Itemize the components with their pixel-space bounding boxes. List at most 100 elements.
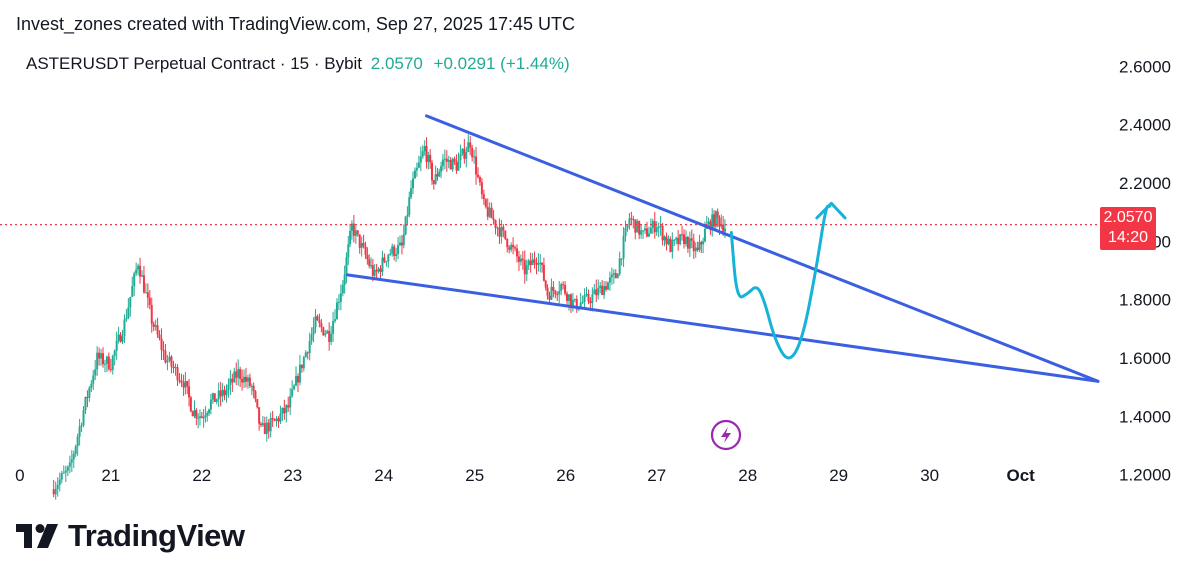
candle <box>591 287 594 312</box>
candle <box>324 329 327 338</box>
candle <box>498 218 501 244</box>
candle <box>113 349 116 366</box>
candle <box>445 150 448 172</box>
candle <box>339 284 342 311</box>
candle <box>191 410 194 417</box>
candle <box>552 281 555 298</box>
candle <box>539 253 542 273</box>
candle <box>404 216 407 236</box>
candle <box>696 241 699 252</box>
candle <box>457 152 460 171</box>
candle <box>527 258 530 271</box>
price-chart[interactable]: 2.60002.40002.20002.00001.80001.60001.40… <box>0 0 1200 500</box>
candle <box>241 369 244 391</box>
candle <box>484 198 487 209</box>
candle <box>209 393 212 415</box>
symbol-legend[interactable]: ASTERUSDT Perpetual Contract · 15 · Bybi… <box>26 54 570 74</box>
candle <box>686 235 689 253</box>
candle <box>714 210 717 229</box>
candle <box>461 148 464 156</box>
candle <box>281 407 284 422</box>
candle <box>423 140 426 156</box>
x-tick-label: 26 <box>556 466 575 485</box>
candle <box>476 167 479 179</box>
candle <box>211 392 214 404</box>
x-tick-label: 30 <box>920 466 939 485</box>
candle <box>698 234 701 253</box>
candle <box>144 283 147 294</box>
candle <box>74 444 77 458</box>
candle <box>492 209 495 225</box>
candle <box>432 179 435 190</box>
drawing-layer <box>0 114 1100 383</box>
candle <box>200 412 203 419</box>
candle <box>523 250 526 284</box>
candle <box>438 168 441 178</box>
candle <box>447 155 450 169</box>
candle <box>381 250 384 276</box>
candlestick-series <box>52 134 726 500</box>
candle <box>195 408 198 426</box>
last-price: 2.0570 <box>370 54 423 73</box>
candle <box>265 416 268 442</box>
candle <box>148 289 151 310</box>
candle <box>349 223 352 248</box>
candle <box>237 359 240 386</box>
candle <box>517 250 520 271</box>
candle <box>233 367 236 384</box>
candle <box>490 202 493 219</box>
current-price-value: 2.0570 <box>1103 209 1153 226</box>
projection-path[interactable] <box>729 204 832 360</box>
candle <box>111 354 114 375</box>
candle <box>326 329 329 334</box>
candle <box>358 234 361 254</box>
candle <box>531 253 534 266</box>
symbol-title: ASTERUSDT Perpetual Contract · 15 · Bybi… <box>26 54 363 73</box>
candle <box>62 465 65 474</box>
candle <box>427 151 430 170</box>
candle <box>535 257 538 275</box>
chart-credit: Invest_zones created with TradingView.co… <box>16 14 575 34</box>
candle <box>223 385 226 401</box>
candle <box>688 231 691 257</box>
candle <box>548 291 551 304</box>
candle <box>529 252 532 273</box>
candle <box>443 149 446 170</box>
candle <box>271 410 274 427</box>
candle <box>172 360 175 374</box>
candle <box>700 240 703 254</box>
projection-arrowhead <box>815 201 847 220</box>
price-axis: 2.60002.40002.20002.00001.80001.60001.40… <box>1119 57 1171 484</box>
trendline-upper-resistance[interactable] <box>425 114 1100 383</box>
candle <box>166 354 169 371</box>
candle <box>608 271 611 291</box>
candle <box>137 263 140 276</box>
candle <box>575 295 578 313</box>
candle <box>90 379 93 393</box>
trendline-lower-support[interactable] <box>345 273 1100 383</box>
candle <box>659 215 662 236</box>
candle <box>451 157 454 172</box>
candle <box>102 347 105 368</box>
candle <box>273 418 276 422</box>
candle <box>455 154 458 174</box>
candle <box>256 399 259 409</box>
candle <box>180 373 183 387</box>
candle <box>86 390 89 408</box>
candle <box>310 327 313 345</box>
candle <box>720 214 723 230</box>
candle <box>395 247 398 262</box>
candle <box>665 232 668 251</box>
candle <box>279 405 282 425</box>
candle <box>618 251 621 277</box>
price-change: +0.0291 (+1.44%) <box>433 54 570 73</box>
candle <box>562 281 565 290</box>
candle <box>605 281 608 292</box>
candle <box>322 326 325 336</box>
y-tick-label: 2.4000 <box>1119 116 1171 135</box>
candle <box>283 399 286 420</box>
tradingview-logo[interactable]: TradingView <box>16 518 245 554</box>
lightning-icon[interactable] <box>710 419 742 451</box>
bar-countdown: 14:20 <box>1107 229 1149 246</box>
candle <box>170 354 173 374</box>
